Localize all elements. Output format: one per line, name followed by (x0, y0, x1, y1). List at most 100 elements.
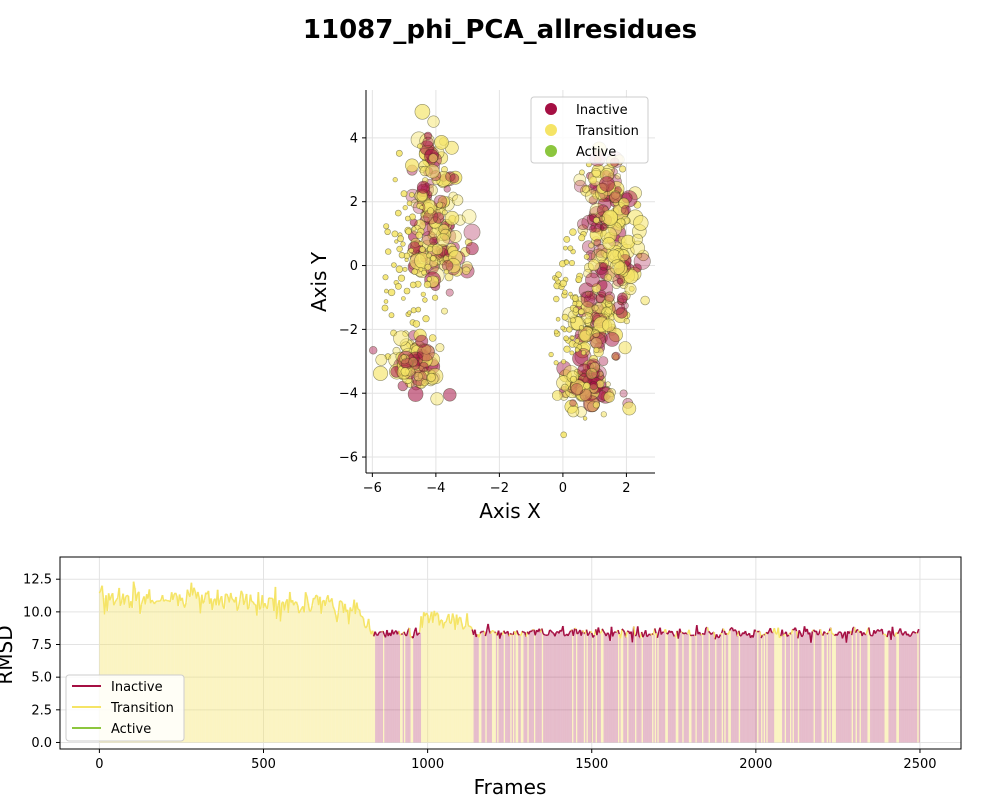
rmsd-line-segment (252, 601, 255, 605)
rmsd-state-band (473, 634, 475, 743)
rmsd-state-band (384, 634, 386, 743)
scatter-point (394, 239, 399, 244)
rmsd-state-band (425, 616, 427, 743)
rmsd-state-band (489, 630, 491, 743)
scatter-point (428, 153, 438, 163)
rmsd-line-segment (798, 629, 802, 634)
rmsd-line-segment (654, 628, 657, 634)
rmsd-line-segment (664, 629, 668, 634)
rmsd-line-segment (484, 630, 488, 637)
scatter-point (409, 281, 417, 289)
rmsd-state-band (728, 634, 730, 743)
rmsd-state-band (406, 635, 408, 743)
scatter-point (397, 274, 406, 282)
rmsd-state-band (235, 596, 238, 743)
rmsd-state-band (360, 616, 362, 743)
scatter-point (553, 360, 559, 366)
rmsd-state-band (470, 626, 473, 743)
scatter-point (619, 165, 627, 173)
rmsd-line-segment (306, 596, 309, 604)
rmsd-line-segment (874, 630, 878, 634)
rmsd-state-band (859, 632, 861, 743)
scatter-point (572, 300, 578, 306)
rmsd-line-segment (184, 602, 187, 608)
rmsd-state-band (144, 596, 146, 743)
rmsd-state-band (472, 629, 474, 743)
rmsd-state-band (396, 630, 398, 743)
rmsd-state-band (684, 632, 687, 743)
rmsd-state-band (203, 603, 205, 743)
rmsd-state-band (428, 623, 431, 743)
rmsd-line-segment (344, 603, 347, 612)
rmsd-state-band (191, 582, 193, 743)
rmsd-line-segment (132, 581, 136, 589)
rmsd-state-band (279, 600, 281, 743)
scatter-point (601, 306, 612, 318)
rmsd-state-band (561, 631, 563, 743)
rmsd-state-band (681, 632, 683, 743)
scatter-point (579, 330, 591, 342)
rmsd-series-lines (98, 581, 920, 643)
scatter-point (443, 185, 451, 193)
rmsd-state-band (726, 633, 729, 743)
rmsd-state-band (719, 637, 721, 743)
scatter-point (384, 228, 391, 236)
rmsd-state-band (570, 630, 573, 743)
rmsd-state-band (666, 632, 668, 743)
rmsd-line-segment (340, 600, 343, 604)
rmsd-line-segment (478, 633, 481, 638)
rmsd-line-segment (392, 631, 396, 635)
rmsd-state-band (742, 632, 745, 743)
rmsd-state-band (834, 635, 836, 743)
rmsd-line-segment (295, 601, 299, 606)
rmsd-state-band (221, 596, 223, 743)
rmsd-state-band (271, 598, 273, 743)
rmsd-state-band (540, 632, 542, 743)
rmsd-state-band (233, 599, 235, 743)
rmsd-state-band (176, 596, 179, 743)
scatter-point (580, 350, 587, 356)
rmsd-state-band (323, 600, 326, 743)
rmsd-line-segment (161, 594, 165, 602)
rmsd-line-segment (555, 630, 558, 633)
rmsd-state-band (709, 632, 712, 743)
rmsd-state-band (512, 634, 515, 743)
rmsd-state-band (130, 601, 133, 743)
rmsd-state-band (506, 632, 508, 743)
rmsd-state-band (602, 628, 604, 743)
rmsd-state-band (745, 631, 747, 743)
rmsd-line-segment (235, 596, 238, 611)
scatter-point (551, 390, 563, 401)
rmsd-state-band (180, 600, 183, 743)
rmsd-state-band (342, 602, 344, 743)
rmsd-state-band (579, 629, 582, 743)
rmsd-state-band (421, 616, 423, 743)
rmsd-line-segment (541, 628, 544, 634)
rmsd-line-segment (245, 593, 249, 610)
scatter-point (620, 234, 636, 249)
rmsd-line-segment (688, 629, 691, 636)
rmsd-state-band (652, 633, 654, 743)
scatter-point (413, 371, 423, 382)
rmsd-state-band (123, 593, 125, 743)
rmsd-state-band (770, 628, 772, 743)
scatter-point (375, 353, 388, 366)
rmsd-state-band (797, 638, 800, 743)
rmsd-line-segment (257, 592, 261, 610)
rmsd-state-band (419, 632, 422, 743)
rmsd-state-band (829, 630, 831, 743)
rmsd-state-band (904, 632, 906, 743)
scatter-point (585, 272, 600, 288)
rmsd-line-segment (910, 632, 913, 637)
rmsd-state-band (205, 592, 208, 743)
rmsd-state-band (449, 623, 452, 743)
scatter-point (563, 335, 569, 342)
rmsd-y-axis-label: RMSD (0, 625, 17, 684)
rmsd-line-segment (293, 602, 296, 606)
scatter-x-tick-label: 2 (622, 481, 630, 496)
rmsd-state-band (426, 612, 428, 743)
rmsd-state-band (368, 618, 370, 743)
rmsd-line-segment (239, 590, 242, 601)
rmsd-state-band (490, 633, 492, 743)
rmsd-state-band (772, 632, 775, 743)
